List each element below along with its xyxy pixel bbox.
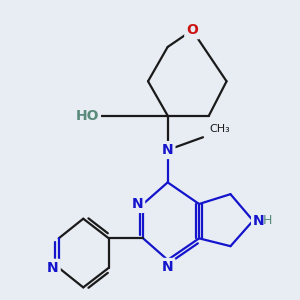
Text: CH₃: CH₃ — [209, 124, 230, 134]
Text: N: N — [253, 214, 265, 228]
Text: N: N — [47, 261, 59, 275]
Text: N: N — [162, 260, 173, 274]
Text: HO: HO — [76, 109, 99, 123]
Text: H: H — [263, 214, 272, 227]
Text: O: O — [186, 23, 198, 37]
Text: N: N — [131, 197, 143, 211]
Text: N: N — [162, 143, 173, 157]
